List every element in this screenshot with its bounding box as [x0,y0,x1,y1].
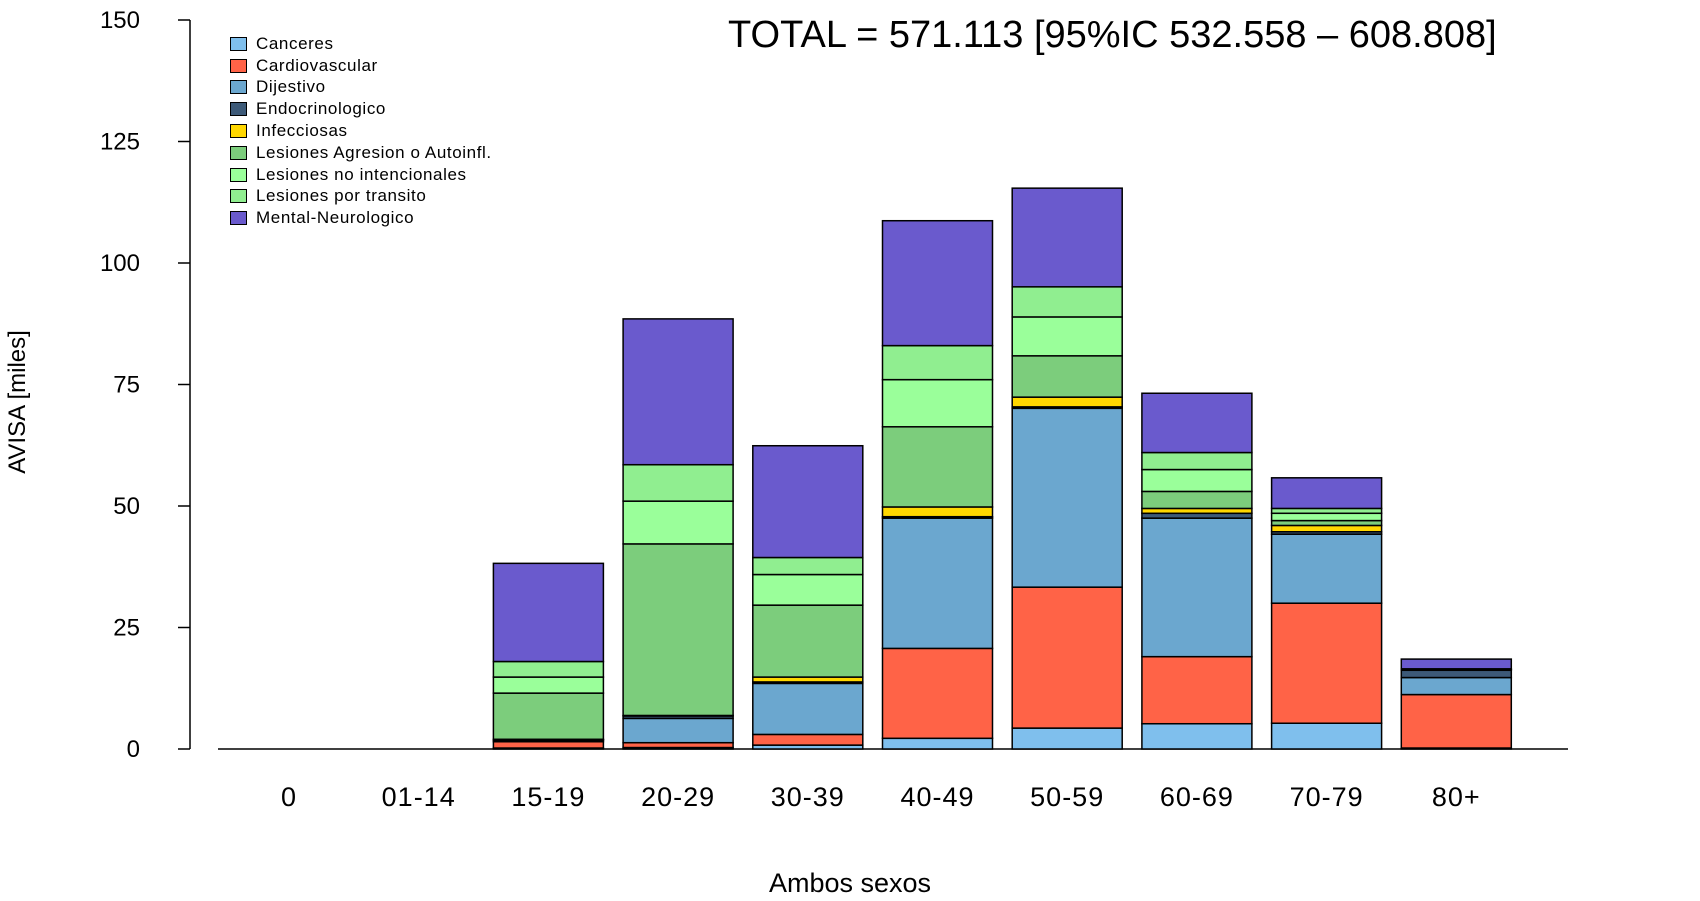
x-tick-label: 20-29 [641,782,715,812]
legend-item: Cardiovascular [230,55,492,77]
x-tick-label: 70-79 [1290,782,1364,812]
bar-segment [1270,602,1383,724]
x-tick-label: 0 [281,782,297,812]
legend-label: Lesiones Agresion o Autoinfl. [256,142,492,162]
x-tick-label: 60-69 [1160,782,1234,812]
bar-segment [1400,676,1513,696]
bar-segment [492,692,605,741]
y-tick-label: 150 [100,7,140,34]
bar-segment [1011,187,1123,288]
bar-segment [1011,586,1123,729]
legend-swatch [230,36,247,51]
bar-segment [1270,477,1383,510]
bar-segment [1141,490,1253,510]
x-tick-label: 50-59 [1030,782,1104,812]
x-tick-label: 30-39 [771,782,845,812]
y-tick-label: 100 [100,250,140,277]
legend-item: Infecciosas [230,120,492,142]
legend-swatch [230,145,247,160]
legend-item: Lesiones Agresion o Autoinfl. [230,142,492,164]
y-tick-label: 75 [113,372,140,399]
x-tick-label: 15-19 [511,782,585,812]
bar-segment [881,426,994,508]
bar-segment [1011,407,1123,588]
bar-segment [1141,655,1253,725]
bar-segment [622,463,734,502]
x-tick-label: 01-14 [382,782,456,812]
bar-segment [881,517,994,650]
legend-label: Endocrinologico [256,99,386,119]
bar-segment [881,219,994,347]
bar-segment [1270,524,1383,533]
bar-segment [1270,533,1383,604]
bar-segment [1400,693,1513,749]
bar-segment [752,573,864,606]
bar-segment [1141,517,1253,658]
total-annotation: TOTAL = 571.113 [95%IC 532.558 – 608.808… [728,14,1497,56]
bar-segment [1400,669,1513,679]
bar-segment [752,444,864,559]
bar-segment [1011,316,1123,357]
bar-segment [622,717,734,744]
bar-segment [1141,722,1253,750]
bar-segment [1141,392,1253,454]
bar-segment [1141,451,1253,471]
bar-segment [881,647,994,740]
y-tick-label: 0 [127,736,140,763]
bar-segment [752,604,864,678]
x-tick-label: 80+ [1432,782,1481,812]
legend-item: Lesiones por transito [230,186,492,208]
bar-segment [622,318,734,466]
legend-label: Canceres [256,33,334,53]
legend-item: Endocrinologico [230,98,492,120]
legend-swatch [230,124,247,139]
bar-segment [492,676,605,694]
bar-segment [1011,727,1123,750]
legend-swatch [230,211,247,226]
bar-segment [881,344,994,381]
legend-swatch [230,189,247,204]
bar-segment [881,378,994,428]
bar-segment [752,556,864,576]
legend-label: Dijestivo [256,77,326,97]
bar-segment [1011,355,1123,398]
legend-label: Mental-Neurologico [256,208,415,228]
y-tick-label: 50 [113,493,140,520]
bar-segment [881,737,994,750]
x-tick-label: 40-49 [900,782,974,812]
bar-segment [1270,512,1383,522]
bar-segment [1270,722,1383,750]
bar-segment [622,543,734,717]
legend-item: Mental-Neurologico [230,207,492,229]
legend-label: Cardiovascular [256,55,378,75]
bar-segment [752,682,864,736]
bar-segment [752,733,864,746]
legend-item: Lesiones no intencionales [230,164,492,186]
bar-segment [1141,468,1253,493]
bar-segment [492,660,605,678]
bar-segment [881,506,994,518]
y-axis-label: AVISA [miles] [4,330,31,474]
legend-item: Canceres [230,33,492,55]
bar-segment [492,740,605,749]
bar-segment [622,500,734,545]
y-tick-label: 125 [100,129,140,156]
legend-swatch [230,102,247,117]
bar-segment [1011,396,1123,408]
legend-swatch [230,167,247,182]
y-tick-label: 25 [113,615,140,642]
legend-label: Infecciosas [256,121,348,141]
legend-label: Lesiones no intencionales [256,164,467,184]
legend-swatch [230,80,247,95]
legend: Canceres Cardiovascular Dijestivo Endocrino… [230,33,492,229]
bar-segment [1400,658,1513,670]
bar-segment [1011,286,1123,318]
legend-item: Dijestivo [230,77,492,99]
legend-label: Lesiones por transito [256,186,427,206]
bar-segment [492,562,605,663]
x-axis-label: Ambos sexos [768,868,932,898]
legend-swatch [230,58,247,73]
